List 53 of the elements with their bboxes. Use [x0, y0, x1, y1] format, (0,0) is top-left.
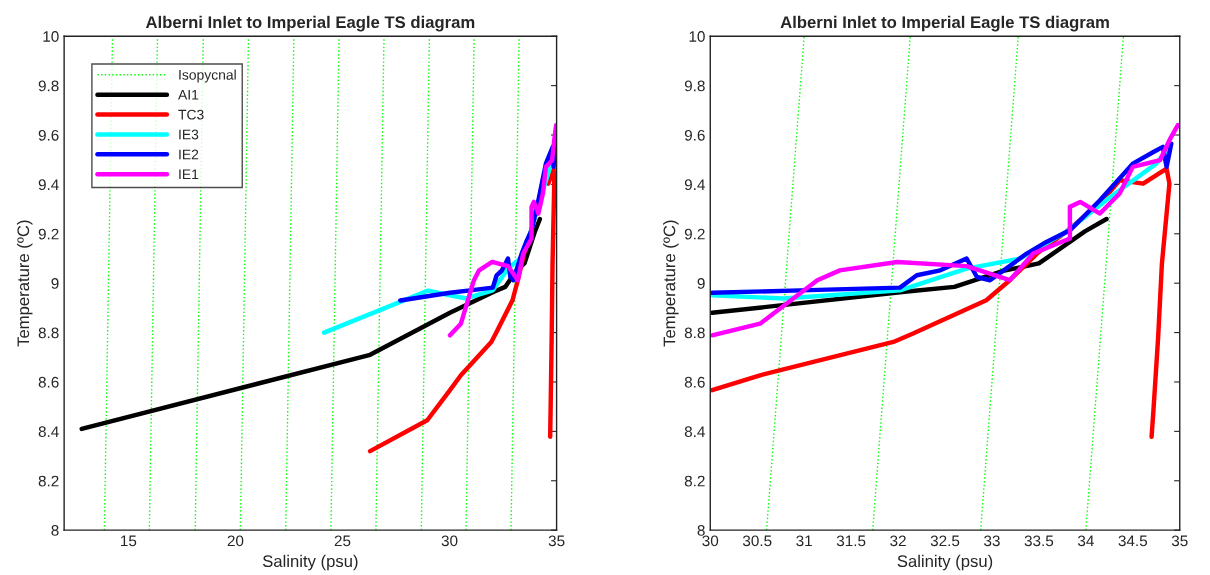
- y-tick-label: 8.2: [684, 475, 705, 487]
- x-tick-label: 31: [796, 535, 812, 547]
- legend-label: TC3: [178, 109, 204, 120]
- x-tick-label: 31.5: [836, 535, 866, 547]
- legend-label: AI1: [178, 89, 199, 100]
- x-tick-label: 34.5: [1118, 535, 1148, 547]
- y-tick-label: 9.8: [684, 80, 705, 92]
- y-tick-label: 9.8: [38, 80, 59, 92]
- y-tick-label: 8.2: [38, 475, 59, 487]
- y-tick-label: 9.6: [38, 129, 59, 141]
- y-tick-label: 9: [51, 278, 59, 289]
- y-tick-label: 9.6: [684, 129, 705, 141]
- y-tick-label: 9.2: [38, 228, 59, 240]
- x-tick-label: 33: [984, 535, 1000, 547]
- y-tick-label: 8.8: [684, 327, 705, 339]
- y-tick-label: 8.6: [684, 376, 705, 388]
- y-tick-label: 9: [697, 278, 705, 289]
- x-tick-label: 30: [702, 535, 719, 547]
- y-tick-label: 8.4: [684, 426, 705, 438]
- chart-title: Alberni Inlet to Imperial Eagle TS diagram: [780, 15, 1109, 32]
- x-axis-title: Salinity (psu): [897, 554, 993, 571]
- y-tick-label: 10: [689, 31, 705, 42]
- legend-label: Isopycnal: [179, 69, 236, 83]
- y-tick-label: 8: [697, 525, 705, 536]
- chart-title: Alberni Inlet to Imperial Eagle TS diagram: [145, 15, 475, 32]
- legend-label: IE3: [179, 129, 199, 140]
- x-tick-label: 33.5: [1024, 535, 1054, 547]
- y-tick-label: 10: [43, 31, 59, 42]
- x-axis-title: Salinity (psu): [262, 554, 358, 571]
- y-tick-label: 8: [51, 525, 59, 536]
- x-tick-label: 15: [121, 535, 137, 547]
- x-tick-label: 35: [548, 535, 565, 547]
- line-series: [79, 216, 543, 432]
- legend-label: IE1: [179, 169, 199, 180]
- line-series: [710, 122, 1180, 338]
- legend-label: IE2: [179, 149, 199, 160]
- x-tick-label: 32.5: [930, 535, 960, 547]
- x-tick-label: 30.5: [742, 535, 772, 547]
- y-tick-label: 8.4: [38, 426, 59, 438]
- x-tick-label: 34: [1077, 535, 1094, 547]
- y-tick-label: 9.2: [684, 228, 705, 240]
- y-axis-title: Temperature (ºC): [16, 220, 33, 347]
- x-tick-label: 35: [1171, 535, 1188, 547]
- y-tick-label: 8.8: [38, 327, 59, 339]
- x-tick-label: 20: [227, 535, 244, 547]
- y-tick-label: 9.4: [684, 179, 705, 191]
- x-tick-label: 30: [441, 535, 458, 547]
- x-tick-label: 32: [890, 535, 906, 547]
- line-series: [447, 122, 557, 338]
- y-axis-title: Temperature (ºC): [663, 220, 679, 347]
- y-tick-label: 9.4: [38, 179, 59, 191]
- x-tick-label: 25: [334, 535, 351, 547]
- y-tick-label: 8.6: [38, 376, 59, 388]
